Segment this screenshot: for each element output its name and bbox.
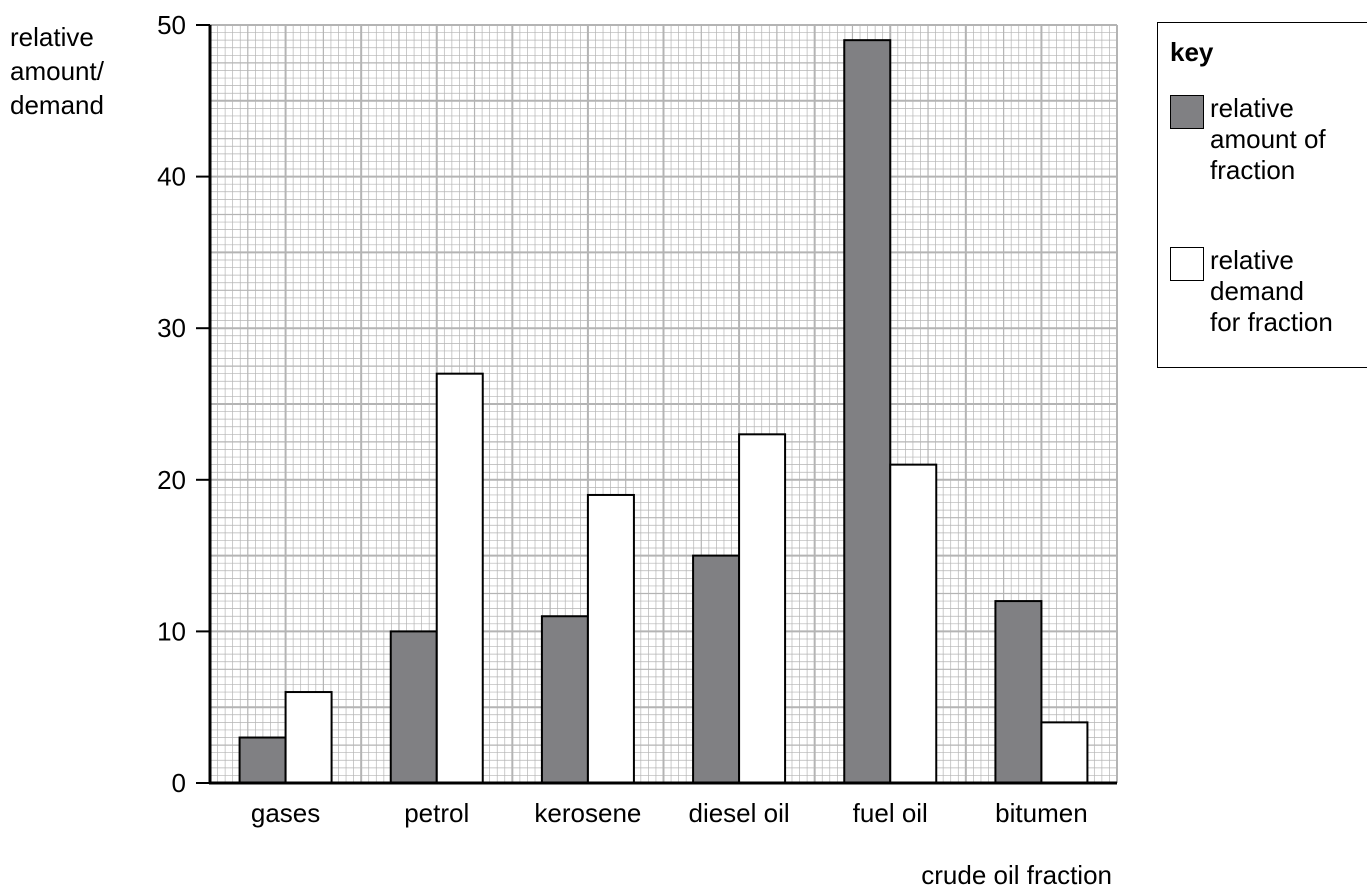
bar-amount-bitumen: [994, 600, 1043, 785]
x-tick-label: gases: [251, 798, 320, 828]
legend-swatch-amount: [1170, 95, 1204, 129]
y-tick-label: 20: [157, 465, 186, 495]
legend-entry-amount: relative amount of fraction: [1170, 93, 1367, 186]
legend-title: key: [1170, 37, 1214, 67]
bar-demand-petrol: [435, 372, 484, 784]
bar-amount-petrol: [389, 630, 438, 785]
y-tick-label: 40: [157, 162, 186, 192]
legend-label-amount: relative amount of fraction: [1210, 93, 1326, 185]
y-tick-label: 30: [157, 313, 186, 343]
bar-amount-fuel-oil: [843, 39, 892, 785]
bar-amount-kerosene: [540, 615, 589, 784]
x-tick-label: petrol: [404, 798, 469, 828]
legend-entry-demand: relative demand for fraction: [1170, 245, 1367, 338]
y-axis-label: demand: [10, 90, 104, 120]
grid: [209, 24, 1118, 784]
legend-label-demand: relative demand for fraction: [1210, 245, 1333, 337]
legend-swatch-demand: [1170, 247, 1204, 281]
y-axis-label: amount/: [10, 56, 105, 86]
x-tick-label: kerosene: [534, 798, 641, 828]
bar-demand-diesel-oil: [738, 433, 787, 784]
bar-demand-bitumen: [1040, 721, 1089, 784]
bar-demand-fuel-oil: [889, 463, 938, 784]
bar-demand-kerosene: [586, 493, 635, 784]
bar-amount-diesel-oil: [692, 554, 741, 784]
y-axis-label: relative: [10, 22, 94, 52]
x-tick-label: diesel oil: [688, 798, 789, 828]
y-tick-label: 50: [157, 10, 186, 40]
x-tick-label: fuel oil: [853, 798, 928, 828]
y-tick-label: 0: [172, 768, 186, 798]
bar-demand-gases: [284, 691, 333, 784]
y-tick-label: 10: [157, 616, 186, 646]
x-axis-label: crude oil fraction: [921, 860, 1112, 890]
axes: [196, 24, 1117, 785]
legend: key relative amount of fraction relative…: [1157, 22, 1367, 368]
x-tick-label: bitumen: [995, 798, 1088, 828]
labels: gases petrol kerosene diesel oil fuel oil bit…: [10, 10, 1112, 890]
bar-amount-gases: [238, 736, 287, 785]
